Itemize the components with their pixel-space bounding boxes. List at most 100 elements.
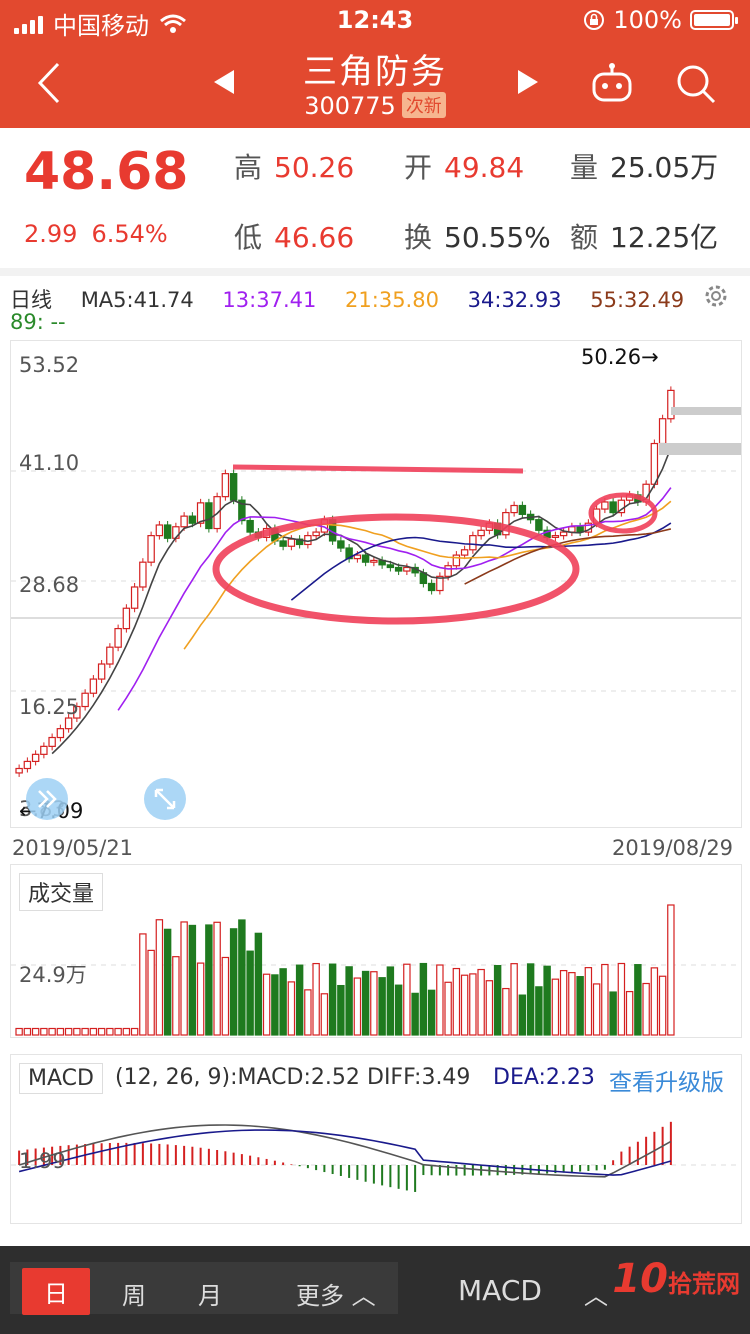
tab-more[interactable]: 更多 ︿ <box>296 1276 376 1311</box>
rotation-lock-icon <box>584 10 605 30</box>
new-stock-badge: 次新 <box>401 92 446 118</box>
upgrade-link[interactable]: 查看升级版 <box>609 1070 724 1096</box>
watermark-text: 拾荒网 <box>668 1270 740 1298</box>
volume-bar <box>436 964 444 1036</box>
volume-bar <box>551 978 560 1036</box>
high-field: 高 50.26 <box>234 146 354 186</box>
volume-bar <box>337 984 345 1036</box>
volume-field: 量 25.05万 <box>570 146 718 186</box>
candle-body <box>229 473 238 501</box>
volume-bar <box>386 966 395 1036</box>
candle-body <box>114 627 122 648</box>
volume-bar <box>419 962 428 1036</box>
low-value: 46.66 <box>274 221 355 254</box>
chevron-up-icon: ︿ <box>351 1282 376 1310</box>
candle-body <box>15 767 23 774</box>
candle-body <box>601 501 609 510</box>
amount-field: 额 12.25亿 <box>570 216 718 256</box>
ma34-value: 34:32.93 <box>467 288 562 312</box>
volume-bar <box>188 924 197 1036</box>
macd-dea: DEA:2.23 <box>493 1065 595 1090</box>
candle-body <box>81 692 89 708</box>
last-price: 48.68 <box>24 142 189 202</box>
macd-axis: 1.99 <box>19 1149 66 1173</box>
volume-bar <box>543 965 551 1036</box>
candle-body <box>122 607 131 630</box>
prev-stock-icon[interactable] <box>210 68 238 96</box>
volume-bar <box>40 1027 48 1036</box>
expand-left-icon[interactable] <box>25 777 69 821</box>
date-start: 2019/05/21 <box>12 836 134 860</box>
candle-body <box>427 582 436 592</box>
volume-bar <box>469 973 477 1036</box>
volume-bar <box>106 1027 114 1036</box>
candle-body <box>394 566 403 572</box>
candle-body <box>477 529 485 537</box>
tab-day[interactable]: 日 <box>22 1268 90 1315</box>
candle-body <box>163 524 172 539</box>
volume-bar <box>592 983 601 1036</box>
annotation-line <box>232 464 524 474</box>
change-percent: 6.54% <box>91 220 168 248</box>
candle-body <box>658 418 667 445</box>
volume-bar <box>485 980 494 1036</box>
volume-bar <box>477 968 485 1036</box>
candle-body <box>73 705 81 719</box>
volume-bar <box>617 962 626 1036</box>
candle-body <box>106 646 114 665</box>
tab-month[interactable]: 月 <box>198 1282 222 1310</box>
candle-body <box>559 531 568 537</box>
volume-label: 成交量 <box>19 873 104 911</box>
volume-panel[interactable]: 成交量 24.9万 <box>10 864 742 1038</box>
ma-legend: 日线 MA5:41.74 13:37.41 21:35.80 34:32.93 … <box>10 284 706 314</box>
volume-bar <box>279 968 287 1036</box>
volume-bar <box>320 993 329 1036</box>
volume-bar <box>535 986 543 1036</box>
volume-bar <box>370 971 378 1036</box>
search-icon[interactable] <box>674 62 718 106</box>
dea-line <box>18 1129 672 1176</box>
candle-body <box>609 501 617 514</box>
ma55-value: 55:32.49 <box>590 288 685 312</box>
volume-bar <box>559 969 568 1036</box>
axis-label-1: 53.52 <box>19 353 80 377</box>
candle-body <box>130 586 139 609</box>
macd-panel[interactable]: MACD (12, 26, 9):MACD:2.52 DIFF:3.49 DEA… <box>10 1054 742 1224</box>
ma13-value: 13:37.41 <box>222 288 317 312</box>
battery-icon <box>690 10 738 30</box>
volume-bar <box>584 967 593 1036</box>
back-icon[interactable] <box>30 58 70 108</box>
tab-week[interactable]: 周 <box>122 1282 146 1310</box>
volume-bar <box>378 977 386 1036</box>
volume-bar <box>403 963 411 1036</box>
indicator-chevron-up-icon[interactable]: ︿ <box>584 1282 608 1310</box>
volume-bar <box>345 966 353 1036</box>
candle-body <box>353 554 362 560</box>
candle-body <box>361 554 370 563</box>
volume-bar <box>23 1027 32 1036</box>
indicator-select[interactable]: MACD <box>458 1274 542 1307</box>
open-label: 开 <box>404 151 433 184</box>
volume-bar <box>205 924 213 1036</box>
volume-bar <box>304 989 312 1036</box>
volume-bar <box>353 977 362 1036</box>
axis-label-2: 41.10 <box>19 451 80 475</box>
turnover-field: 换 50.55% <box>404 216 551 256</box>
kline-panel[interactable]: 53.52 41.10 28.68 16.25 3.83 50.26→ ←7.0… <box>10 340 742 828</box>
gear-icon[interactable] <box>702 282 730 310</box>
volume-bar <box>460 974 469 1036</box>
candle-body <box>56 728 65 739</box>
fullscreen-icon[interactable] <box>143 777 187 821</box>
robot-icon[interactable] <box>590 62 634 106</box>
header: 中国移动 12:43 100% 三角防务 300775 次新 <box>0 0 750 128</box>
candle-body <box>40 745 48 755</box>
candle-body <box>436 575 444 592</box>
volume-bar <box>568 972 576 1036</box>
volume-bar <box>526 963 535 1036</box>
open-value: 49.84 <box>444 151 525 184</box>
next-stock-icon[interactable] <box>514 68 542 96</box>
volume-bar <box>411 992 419 1036</box>
volume-bar <box>15 1027 23 1036</box>
volume-bar <box>254 932 263 1036</box>
candle-body <box>535 519 543 531</box>
